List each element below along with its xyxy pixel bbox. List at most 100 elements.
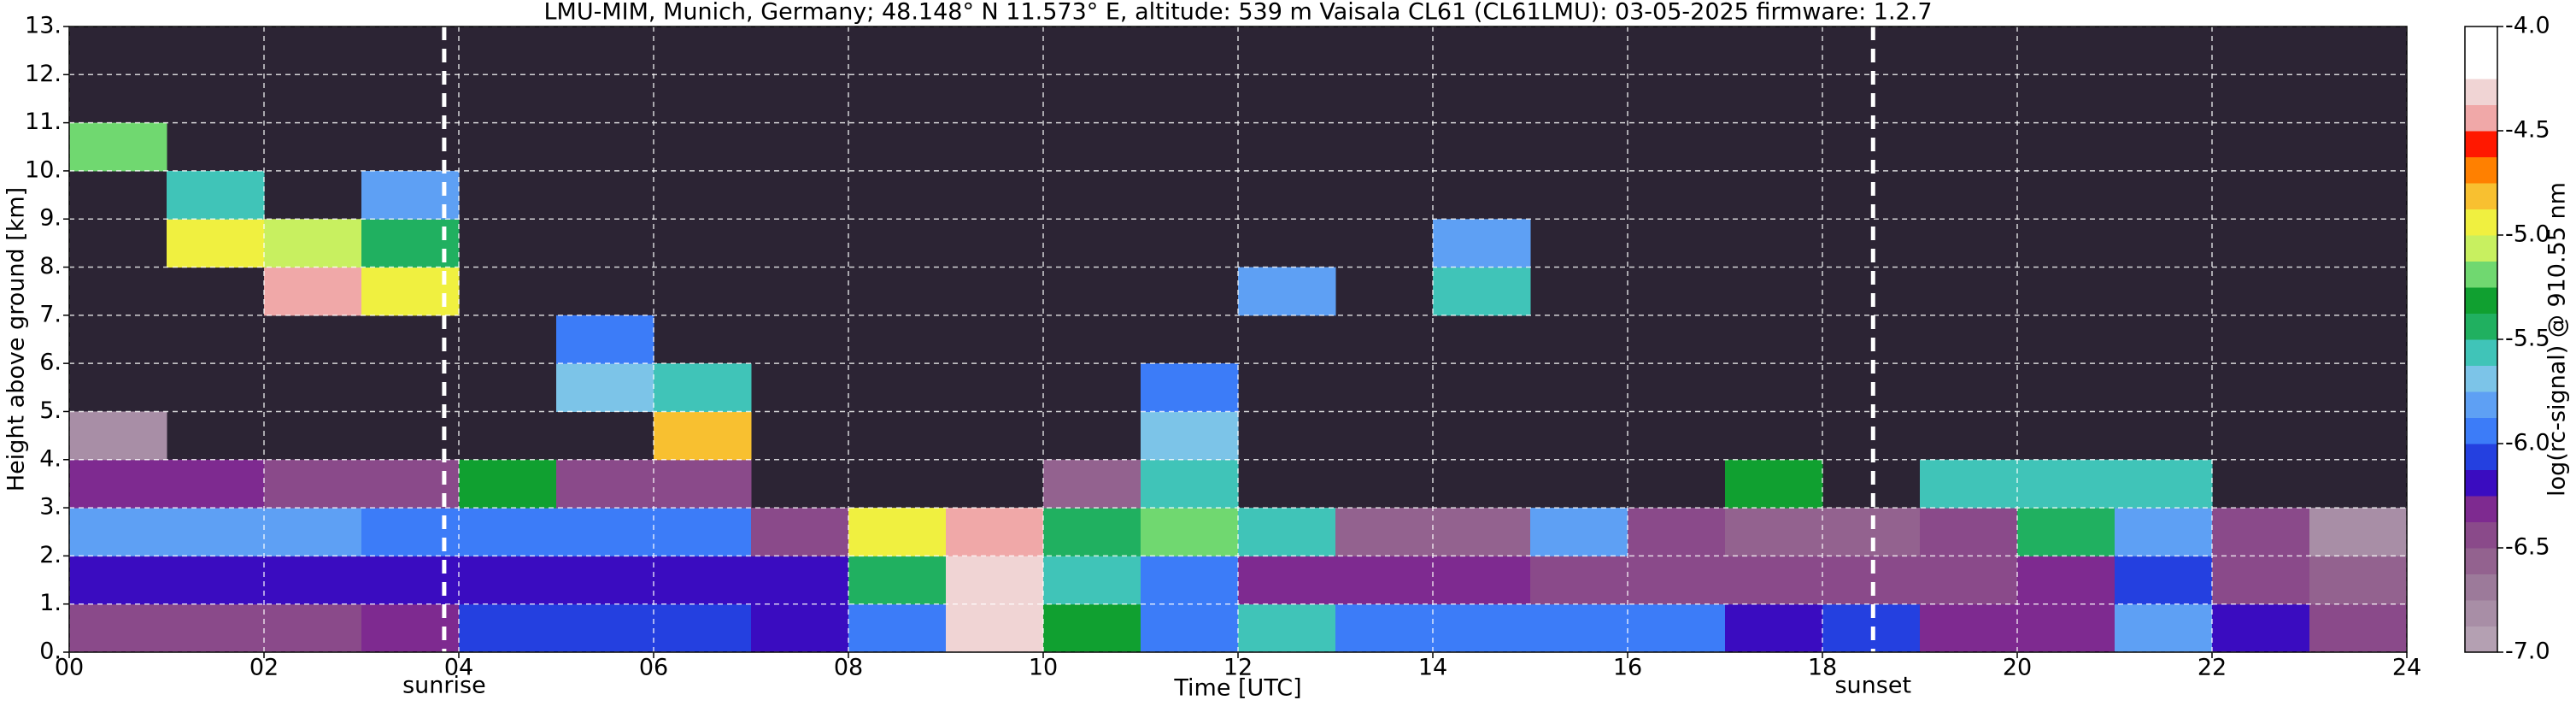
heatmap-cell (1238, 508, 1336, 556)
x-tick-label: 18 (1808, 655, 1837, 681)
heatmap-cell (69, 508, 167, 556)
heatmap-cell (848, 603, 947, 653)
heatmap-cell (1141, 411, 1239, 461)
heatmap-cell (459, 459, 557, 509)
heatmap-cell (1238, 267, 1336, 316)
y-tick-label: 8. (39, 253, 62, 279)
colorbar-swatch (2465, 235, 2497, 262)
heatmap-cell (1725, 556, 1823, 605)
heatmap-cell (1530, 556, 1628, 605)
heatmap-cell (264, 267, 362, 316)
colorbar-swatch (2465, 548, 2497, 574)
colorbar-swatch (2465, 496, 2497, 522)
heatmap-cell (167, 556, 265, 605)
x-tick-label: 24 (2392, 655, 2421, 681)
colorbar-swatch (2465, 261, 2497, 288)
heatmap-cell (1920, 603, 2018, 653)
heatmap-cell (848, 508, 947, 556)
heatmap-cell (1628, 603, 1726, 653)
heatmap-cell (2017, 459, 2115, 509)
colorbar-swatch (2465, 339, 2497, 366)
heatmap-cell (459, 556, 557, 605)
heatmap-cell (69, 122, 167, 172)
y-tick-label: 2. (39, 542, 62, 568)
heatmap-cell (264, 508, 362, 556)
heatmap-cell (1433, 267, 1531, 316)
heatmap-cell (1628, 508, 1726, 556)
heatmap-cell (1335, 603, 1434, 653)
heatmap-cell (264, 219, 362, 268)
colorbar-swatch (2465, 26, 2497, 53)
heatmap-cell (1433, 556, 1531, 605)
heatmap-cell (946, 603, 1044, 653)
y-tick-label: 6. (39, 350, 62, 376)
y-tick-label: 3. (39, 494, 62, 521)
heatmap-cell (1530, 508, 1628, 556)
heatmap-cell (1043, 459, 1141, 509)
heatmap-cell (2309, 508, 2408, 556)
colorbar-swatch (2465, 104, 2497, 132)
heatmap-cell (2017, 508, 2115, 556)
heatmap-cell (556, 363, 654, 412)
colorbar-tick-label: -5.0 (2505, 221, 2550, 248)
heatmap-cell (946, 556, 1044, 605)
colorbar-swatch (2465, 156, 2497, 184)
x-tick-label: 10 (1029, 655, 1058, 681)
heatmap-cell (1433, 508, 1531, 556)
x-tick-label: 12 (1223, 655, 1253, 681)
heatmap-cell (1725, 459, 1823, 509)
colorbar-swatch (2465, 521, 2497, 549)
colorbar-tick-label: -7.0 (2505, 638, 2550, 665)
heatmap-cell (1920, 556, 2018, 605)
heatmap-cell (69, 459, 167, 509)
y-tick-label: 9. (39, 205, 62, 232)
heatmap-cell (654, 411, 752, 461)
heatmap-cell (556, 508, 654, 556)
heatmap-cell (1725, 603, 1823, 653)
heatmap-cell (167, 603, 265, 653)
heatmap-cell (848, 556, 947, 605)
heatmap-cell (2115, 459, 2213, 509)
heatmap-cell (264, 556, 362, 605)
heatmap-cell (2115, 508, 2213, 556)
colorbar-swatch (2465, 131, 2497, 157)
heatmap-cell (1433, 219, 1531, 268)
heatmap-cell (2212, 556, 2310, 605)
x-tick-label: 16 (1613, 655, 1642, 681)
heatmap-cell (654, 459, 752, 509)
heatmap-cell (1920, 459, 2018, 509)
colorbar-swatch (2465, 52, 2497, 79)
heatmap-cell (1920, 508, 2018, 556)
colorbar-swatch (2465, 287, 2497, 314)
colorbar-swatch (2465, 600, 2497, 627)
heatmap-cell (654, 556, 752, 605)
colorbar-label: log(rc-signal) @ 910.55 nm (2544, 182, 2571, 497)
heatmap-cell (1141, 459, 1239, 509)
heatmap-cell (2309, 603, 2408, 653)
y-tick-label: 13. (25, 13, 62, 39)
colorbar-tick-label: -4.5 (2505, 117, 2550, 144)
heatmap-cell (167, 508, 265, 556)
heatmap-cell (167, 219, 265, 268)
x-tick-label: 14 (1418, 655, 1447, 681)
colorbar-tick-label: -6.0 (2505, 430, 2550, 456)
heatmap-cell (1238, 556, 1336, 605)
colorbar-tick-label: -6.5 (2505, 534, 2550, 561)
colorbar-swatch (2465, 469, 2497, 497)
y-tick-label: 0. (39, 638, 62, 665)
heatmap-cell (167, 459, 265, 509)
y-axis-label: Height above ground [km] (3, 187, 30, 491)
heatmap-cell (556, 459, 654, 509)
heatmap-cell (1335, 508, 1434, 556)
heatmap-cell (556, 315, 654, 364)
colorbar-swatch (2465, 79, 2497, 105)
heatmap-cell (69, 603, 167, 653)
heatmap-cell (1141, 556, 1239, 605)
heatmap-cell (2017, 603, 2115, 653)
heatmap-cell (69, 411, 167, 461)
y-tick-label: 7. (39, 301, 62, 327)
heatmap-cell (1628, 556, 1726, 605)
chart-title: LMU-MIM, Munich, Germany; 48.148° N 11.5… (543, 0, 1932, 26)
colorbar-swatch (2465, 391, 2497, 418)
colorbar-swatch (2465, 444, 2497, 470)
